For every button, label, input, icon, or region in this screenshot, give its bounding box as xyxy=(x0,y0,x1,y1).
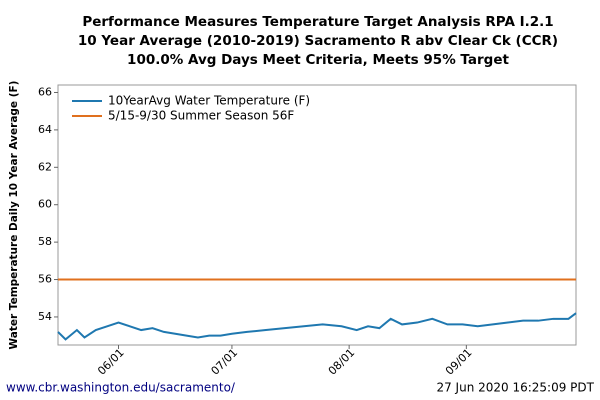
y-tick-label: 62 xyxy=(38,160,52,173)
y-tick-label: 64 xyxy=(38,123,52,136)
chart-title: 10 Year Average (2010-2019) Sacramento R… xyxy=(78,33,558,49)
y-tick-label: 58 xyxy=(38,235,52,248)
data-line xyxy=(57,312,577,341)
footer-url: www.cbr.washington.edu/sacramento/ xyxy=(6,381,236,395)
legend-label: 5/15-9/30 Summer Season 56F xyxy=(108,109,294,123)
footer-timestamp: 27 Jun 2020 16:25:09 PDT xyxy=(436,381,594,395)
legend-label: 10YearAvg Water Temperature (F) xyxy=(108,94,310,108)
plot-area xyxy=(57,84,577,346)
chart-title: 100.0% Avg Days Meet Criteria, Meets 95%… xyxy=(127,52,509,68)
y-tick-label: 54 xyxy=(38,310,52,323)
y-tick-label: 56 xyxy=(38,273,52,286)
y-tick-label: 60 xyxy=(38,198,52,211)
chart-title: Performance Measures Temperature Target … xyxy=(82,14,553,30)
y-tick-label: 66 xyxy=(38,85,52,98)
y-axis-label: Water Temperature Daily 10 Year Average … xyxy=(8,81,20,350)
